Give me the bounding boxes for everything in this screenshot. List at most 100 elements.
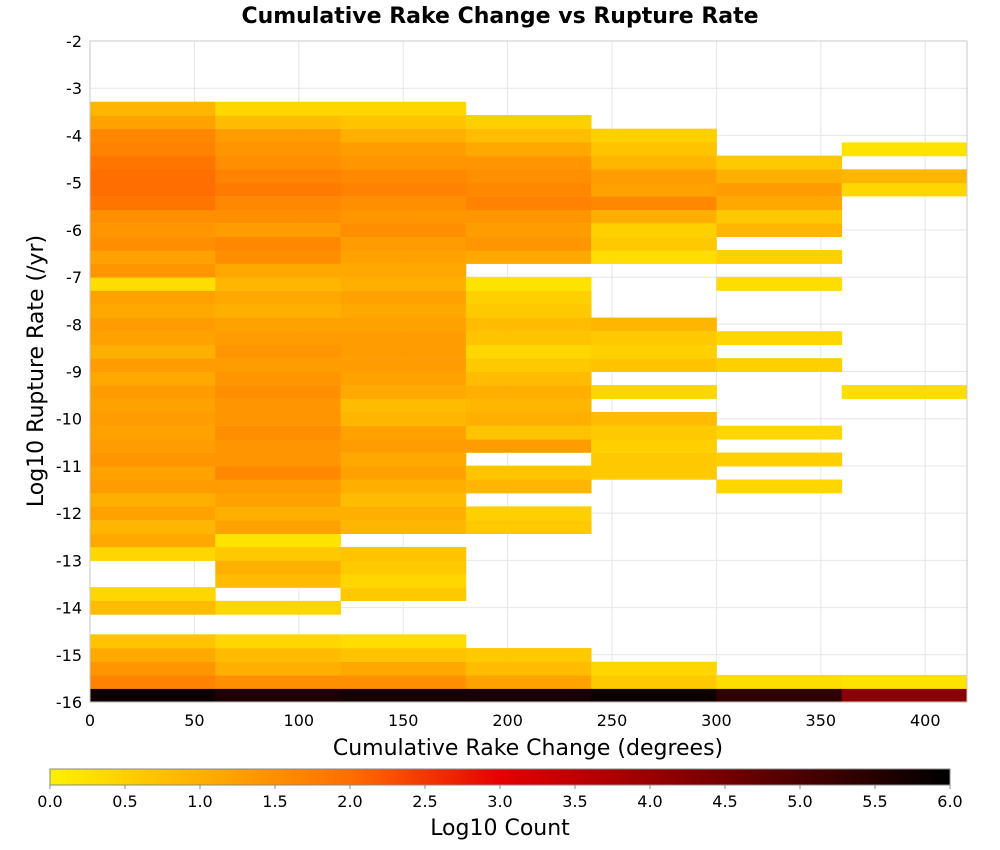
heatmap-cell [465, 209, 592, 224]
heatmap-cell [215, 317, 341, 332]
heatmap-cell [215, 128, 341, 143]
heatmap-cell [340, 634, 467, 649]
heatmap-cell [90, 236, 216, 251]
heatmap-cell [465, 688, 592, 703]
heatmap-cell [591, 331, 717, 346]
heatmap-cell [215, 276, 341, 291]
heatmap-cell [591, 438, 717, 453]
x-tick-label: 150 [388, 711, 419, 730]
heatmap-cell [90, 479, 216, 494]
heatmap-cell [90, 385, 216, 399]
heatmap-cell [716, 688, 843, 703]
heatmap-cell [90, 114, 216, 129]
heatmap-cell [215, 371, 341, 386]
heatmap-cell [90, 303, 216, 318]
heatmap-cell [340, 506, 467, 521]
heatmap-cell [340, 303, 467, 318]
heatmap-cell [465, 479, 592, 494]
heatmap-cell [90, 506, 216, 521]
heatmap-cell [215, 169, 341, 184]
heatmap-cell [465, 303, 592, 318]
heatmap-cell [340, 520, 467, 534]
x-tick-label: 350 [806, 711, 837, 730]
heatmap-cell [591, 128, 717, 143]
heatmap-cell [90, 452, 216, 467]
y-tick-label: -5 [66, 174, 82, 193]
heatmap-cell [215, 648, 341, 662]
heatmap-cell [215, 661, 341, 676]
heatmap-cell [340, 492, 467, 507]
heatmap-cell [340, 452, 467, 467]
heatmap-cell [716, 223, 843, 237]
heatmap-cell [716, 331, 843, 346]
heatmap-cell [340, 411, 467, 426]
colorbar-tick-label: 5.5 [862, 792, 887, 811]
heatmap-cell [591, 209, 717, 224]
heatmap-cell [465, 290, 592, 305]
heatmap-cell [215, 236, 341, 251]
heatmap-cell [716, 182, 843, 197]
heatmap-cell [90, 398, 216, 413]
plot-frame [89, 40, 968, 703]
heatmap-cell [465, 250, 592, 264]
heatmap-cell [340, 385, 467, 399]
heatmap-cell [841, 169, 968, 184]
heatmap-cell [215, 533, 341, 548]
x-tick-label: 0 [85, 711, 95, 730]
heatmap-cell [591, 182, 717, 197]
heatmap-cell [215, 344, 341, 359]
heatmap-cell [465, 223, 592, 237]
heatmap-cell [90, 371, 216, 386]
heatmap-cell [591, 344, 717, 359]
heatmap-cell [90, 465, 216, 480]
heatmap-cell [90, 209, 216, 224]
heatmap-cell [841, 182, 968, 197]
heatmap-cell [90, 331, 216, 346]
x-axis: 0 50 100 150 200 250 300 350 400 [85, 711, 941, 730]
heatmap-cell [215, 358, 341, 373]
heatmap-cell [340, 371, 467, 386]
heatmap-cell [716, 358, 843, 373]
heatmap-cell [340, 236, 467, 251]
heatmap-cell [340, 263, 467, 278]
y-tick-label: -15 [56, 646, 82, 665]
heatmap-cell [90, 223, 216, 237]
heatmap-cell [90, 600, 216, 615]
heatmap-cells [90, 101, 968, 703]
y-tick-label: -11 [56, 457, 82, 476]
colorbar-tick-label: 3.0 [487, 792, 512, 811]
heatmap-cell [215, 560, 341, 575]
heatmap-cell [340, 142, 467, 157]
heatmap-cell [716, 452, 843, 467]
heatmap-cell [716, 479, 843, 494]
heatmap-cell [340, 250, 467, 264]
heatmap-cell [340, 155, 467, 170]
heatmap-cell [591, 196, 717, 211]
heatmap-cell [90, 648, 216, 662]
heatmap-cell [465, 674, 592, 689]
heatmap-cell [340, 560, 467, 575]
heatmap-cell [591, 169, 717, 184]
heatmap-cell [716, 674, 843, 689]
heatmap-cell [340, 573, 467, 588]
heatmap-cell [215, 600, 341, 615]
heatmap-cell [215, 303, 341, 318]
heatmap-cell [340, 276, 467, 291]
heatmap-cell [340, 438, 467, 453]
colorbar-tick-label: 4.5 [712, 792, 737, 811]
y-tick-label: -7 [66, 268, 82, 287]
heatmap-cell [340, 344, 467, 359]
colorbar-tick-label: 0.5 [112, 792, 137, 811]
heatmap-cell [465, 465, 592, 480]
heatmap-cell [716, 196, 843, 211]
heatmap-cell [465, 344, 592, 359]
heatmap-cell [465, 114, 592, 129]
heatmap-cell [90, 344, 216, 359]
colorbar-tick-label: 4.0 [637, 792, 662, 811]
heatmap-cell [465, 276, 592, 291]
heatmap-cell [90, 411, 216, 426]
heatmap-cell [716, 276, 843, 291]
heatmap-cell [90, 263, 216, 278]
x-tick-label: 50 [184, 711, 204, 730]
colorbar [49, 768, 951, 786]
